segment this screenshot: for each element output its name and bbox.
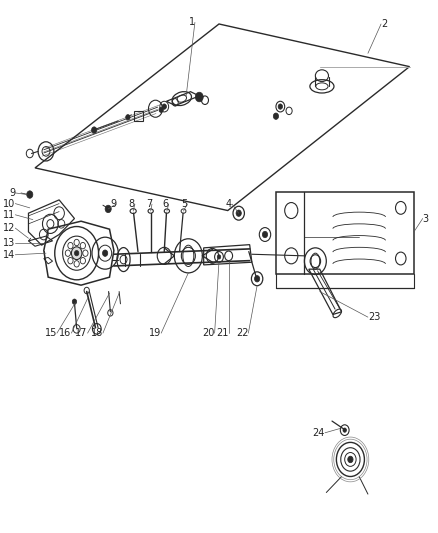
Text: 23: 23	[368, 312, 380, 322]
Text: 21: 21	[216, 328, 229, 338]
Circle shape	[195, 92, 203, 102]
Text: 12: 12	[3, 223, 15, 233]
Text: 16: 16	[59, 328, 71, 338]
Circle shape	[27, 191, 33, 198]
Circle shape	[262, 231, 268, 238]
Circle shape	[236, 210, 241, 216]
Circle shape	[159, 107, 163, 112]
Circle shape	[71, 247, 82, 260]
Text: 10: 10	[3, 199, 15, 208]
Circle shape	[126, 115, 130, 120]
Circle shape	[343, 428, 346, 432]
Text: 2: 2	[381, 19, 387, 29]
Text: 13: 13	[3, 238, 15, 247]
Text: 17: 17	[75, 328, 88, 338]
Bar	[134, 111, 143, 121]
Circle shape	[278, 104, 283, 109]
Text: 20: 20	[202, 328, 215, 338]
Text: 1: 1	[189, 18, 195, 27]
Text: 11: 11	[3, 210, 15, 220]
Text: 3: 3	[423, 214, 429, 223]
Circle shape	[162, 104, 166, 109]
Circle shape	[72, 299, 77, 304]
Circle shape	[105, 205, 111, 213]
Circle shape	[74, 251, 79, 256]
Text: 8: 8	[129, 199, 135, 209]
Text: 22: 22	[236, 328, 248, 338]
Circle shape	[102, 250, 108, 256]
Circle shape	[254, 276, 260, 282]
Text: 18: 18	[91, 328, 103, 338]
Text: 7: 7	[146, 199, 152, 209]
Text: 14: 14	[3, 250, 15, 260]
Circle shape	[348, 456, 353, 463]
Circle shape	[273, 113, 279, 119]
Text: 9: 9	[110, 199, 116, 209]
Text: 5: 5	[181, 199, 187, 209]
Text: 19: 19	[149, 328, 161, 338]
Text: 4: 4	[226, 199, 232, 209]
Text: 15: 15	[45, 328, 57, 338]
Circle shape	[217, 255, 221, 259]
Text: 9: 9	[9, 188, 15, 198]
Text: 6: 6	[162, 199, 169, 209]
Circle shape	[92, 127, 97, 133]
Text: 24: 24	[313, 428, 325, 438]
